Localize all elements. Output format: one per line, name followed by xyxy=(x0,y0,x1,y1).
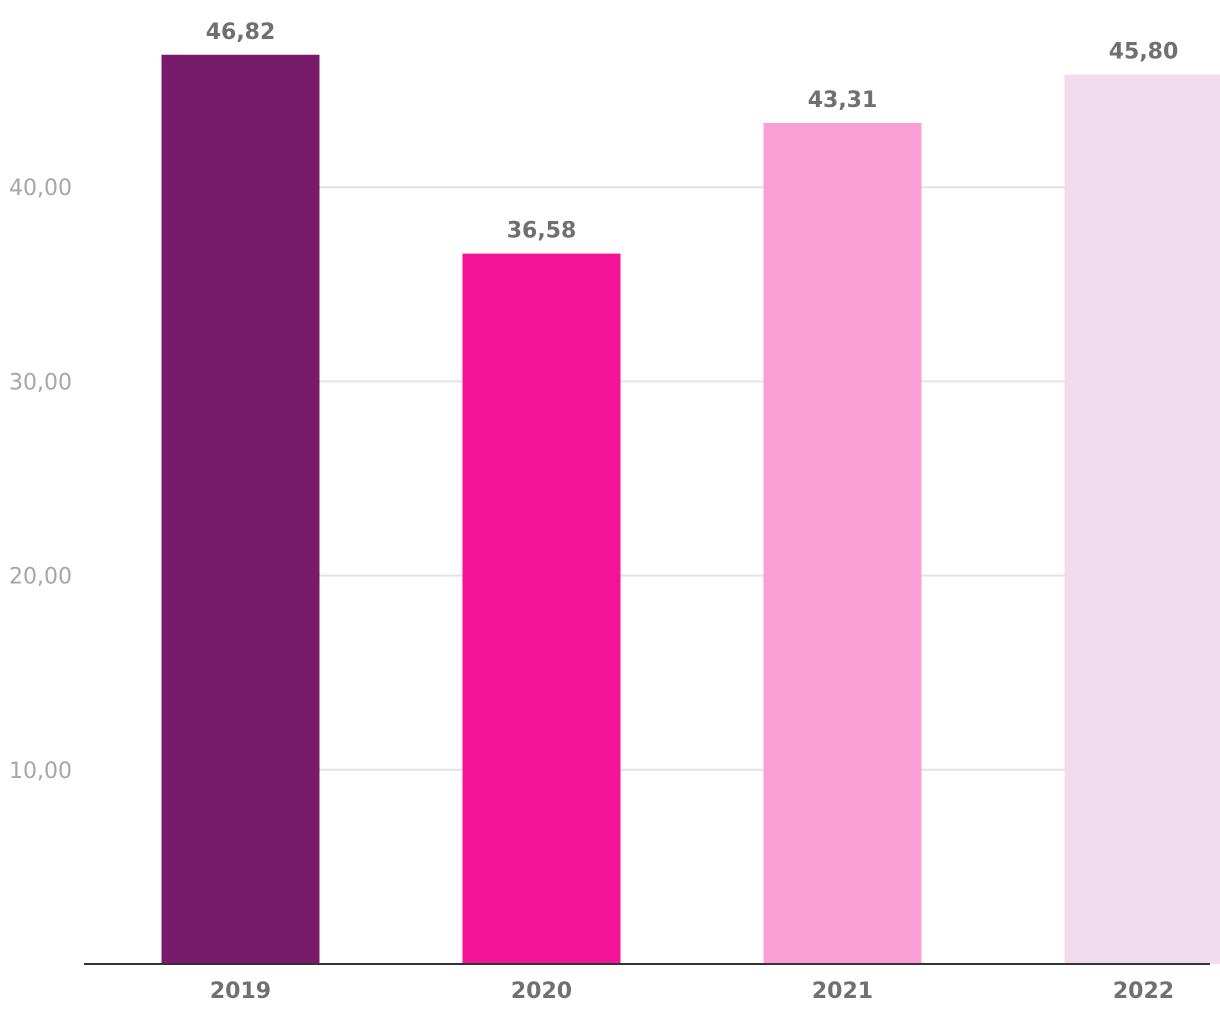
x-tick-label: 2022 xyxy=(1113,979,1174,1004)
bar-2021 xyxy=(763,122,922,964)
x-tick-label: 2021 xyxy=(812,979,873,1004)
data-label-2022: 45,80 xyxy=(1109,40,1179,65)
bar-2020 xyxy=(462,253,621,964)
data-labels: 46,82 36,58 43,31 45,80 xyxy=(206,20,1179,244)
bars xyxy=(161,54,1220,964)
x-axis-tick-labels: 2019 2020 2021 2022 xyxy=(210,979,1174,1004)
gridlines xyxy=(276,186,1210,771)
y-tick-label: 40,00 xyxy=(9,176,72,201)
bar-2019 xyxy=(161,54,320,964)
data-label-2021: 43,31 xyxy=(808,88,878,113)
x-tick-label: 2020 xyxy=(511,979,572,1004)
x-tick-label: 2019 xyxy=(210,979,271,1004)
y-axis-tick-labels: 10,00 20,00 30,00 40,00 xyxy=(9,176,72,784)
y-tick-label: 20,00 xyxy=(9,565,72,590)
y-tick-label: 30,00 xyxy=(9,370,72,395)
bar-2022 xyxy=(1064,74,1220,964)
data-label-2019: 46,82 xyxy=(206,20,276,45)
data-label-2020: 36,58 xyxy=(507,219,577,244)
y-tick-label: 10,00 xyxy=(9,759,72,784)
